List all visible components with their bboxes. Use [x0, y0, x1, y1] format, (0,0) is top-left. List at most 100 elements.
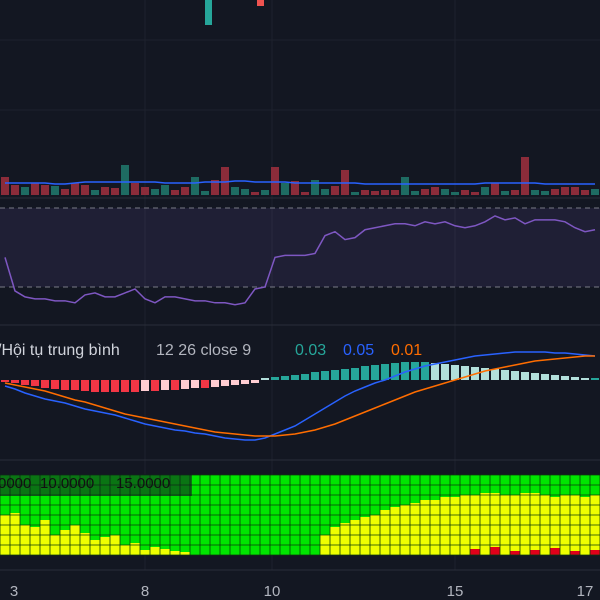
- volume-bar: [561, 187, 569, 195]
- macd-histogram-bar: [401, 362, 409, 380]
- volume-bar: [441, 189, 449, 195]
- macd-histogram-bar: [21, 380, 29, 385]
- macd-histogram-bar: [101, 380, 109, 392]
- ribbon-yellow: [430, 500, 440, 555]
- ribbon-yellow: [100, 537, 110, 555]
- volume-bar: [191, 177, 199, 195]
- ribbon-yellow: [70, 525, 80, 555]
- macd-histogram-bar: [411, 362, 419, 380]
- ribbon-yellow: [160, 549, 170, 555]
- volume-bar: [251, 192, 259, 195]
- volume-bar: [241, 189, 249, 195]
- macd-histogram-bar: [111, 380, 119, 392]
- ribbon-yellow: [330, 527, 340, 555]
- macd-histogram-bar: [211, 380, 219, 387]
- volume-bar: [511, 190, 519, 195]
- macd-histogram-bar: [91, 380, 99, 392]
- macd-histogram-bar: [291, 375, 299, 380]
- ribbon-yellow: [40, 520, 50, 555]
- macd-histogram-bar: [301, 374, 309, 380]
- macd-histogram-bar: [571, 377, 579, 380]
- ribbon-yellow: [30, 527, 40, 555]
- ribbon-red: [530, 550, 540, 555]
- volume-bar: [81, 185, 89, 195]
- macd-histogram-bar: [271, 377, 279, 380]
- ribbon-yellow: [390, 507, 400, 555]
- volume-bar: [51, 186, 59, 195]
- volume-bar: [571, 187, 579, 195]
- volume-bar: [231, 187, 239, 195]
- time-label: 15: [447, 583, 464, 600]
- volume-bar: [431, 187, 439, 195]
- macd-histogram-bar: [131, 380, 139, 392]
- ribbon-yellow: [410, 503, 420, 555]
- macd-histogram-bar: [391, 363, 399, 380]
- macd-histogram-bar: [311, 372, 319, 380]
- candle: [257, 0, 264, 6]
- macd-histogram-bar: [71, 380, 79, 390]
- volume-bar: [1, 177, 9, 195]
- volume-bar: [551, 189, 559, 195]
- macd-histogram-bar: [141, 380, 149, 391]
- macd-legend: /Hội tụ trung bình 12 26 close 9 0.03 0.…: [0, 342, 422, 359]
- ribbon-yellow: [580, 497, 590, 555]
- macd-histogram-bar: [441, 364, 449, 380]
- ribbon-yellow: [440, 497, 450, 555]
- macd-histogram-bar: [1, 380, 9, 382]
- signal-line: [4, 355, 595, 437]
- macd-histogram-bar: [491, 369, 499, 380]
- ribbon-yellow: [530, 493, 540, 555]
- volume-bar: [391, 190, 399, 195]
- ribbon-yellow: [10, 513, 20, 555]
- macd-histogram-bar: [221, 380, 229, 386]
- macd-histogram-bar: [561, 376, 569, 380]
- ribbon-red: [490, 547, 500, 555]
- ribbon-yellow: [180, 552, 190, 555]
- macd-histogram-bar: [231, 380, 239, 385]
- ribbon-labels: 0000 10.0000 15.0000: [0, 475, 170, 492]
- ribbon-label: 0000: [0, 475, 31, 492]
- volume-bar: [411, 191, 419, 195]
- time-label: 8: [141, 583, 149, 600]
- macd-histogram-bar: [421, 362, 429, 380]
- volume-bar: [31, 183, 39, 195]
- volume-bar: [371, 191, 379, 195]
- macd-histogram-bar: [241, 380, 249, 384]
- volume-bar: [121, 165, 129, 195]
- ribbon-label: 10.0000: [40, 475, 94, 492]
- volume-bar: [361, 190, 369, 195]
- volume-bar: [501, 191, 509, 195]
- volume-bar: [71, 183, 79, 195]
- ribbon-yellow: [350, 520, 360, 555]
- reading: 0.05: [343, 342, 374, 359]
- macd-histogram-bar: [531, 373, 539, 380]
- volume-bar: [311, 180, 319, 195]
- volume-bar: [581, 190, 589, 195]
- ribbon-yellow: [60, 530, 70, 555]
- macd-histogram-bar: [11, 380, 19, 383]
- volume-bar: [261, 190, 269, 195]
- volume-bar: [301, 192, 309, 195]
- ribbon-yellow: [170, 551, 180, 555]
- reading: 0.01: [391, 342, 422, 359]
- macd-histogram-bar: [281, 376, 289, 380]
- reading: 0.03: [295, 342, 326, 359]
- volume-bar: [481, 187, 489, 195]
- volume-bar: [91, 190, 99, 195]
- volume-bar: [131, 183, 139, 195]
- macd-histogram-bar: [381, 364, 389, 380]
- volume-bar: [531, 190, 539, 195]
- volume-bar: [61, 189, 69, 195]
- volume-bar: [491, 183, 499, 195]
- ribbon-red: [570, 551, 580, 555]
- macd-histogram-bar: [61, 380, 69, 390]
- volume-bar: [541, 191, 549, 195]
- time-axis: 3 8 10 15 17: [10, 583, 594, 600]
- macd-histogram-bar: [251, 380, 259, 383]
- ribbon-yellow: [400, 505, 410, 555]
- ribbon-yellow: [340, 523, 350, 555]
- volume-bar: [351, 192, 359, 195]
- macd-histogram-bar: [331, 370, 339, 380]
- volume-bar: [141, 187, 149, 195]
- macd-histogram-bar: [511, 371, 519, 380]
